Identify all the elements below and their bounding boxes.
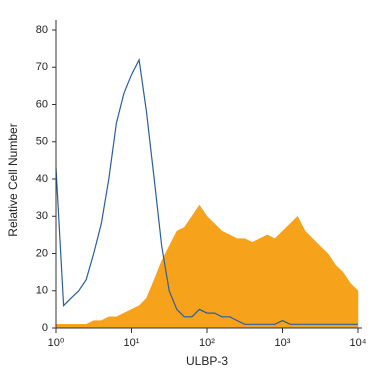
y-tick-label: 20: [36, 247, 48, 259]
x-tick-label: 10²: [199, 337, 215, 349]
y-tick-label: 80: [36, 24, 48, 36]
y-tick-label: 10: [36, 285, 48, 297]
y-tick-label: 0: [42, 322, 48, 334]
x-axis-label: ULBP-3: [186, 354, 228, 368]
x-tick-label: 10¹: [124, 337, 140, 349]
y-tick-label: 30: [36, 210, 48, 222]
y-tick-label: 40: [36, 173, 48, 185]
filled-histogram: [55, 204, 359, 329]
y-axis-label: Relative Cell Number: [6, 123, 20, 236]
x-tick-label: 10³: [275, 337, 291, 349]
y-tick-label: 70: [36, 61, 48, 73]
y-tick-label: 50: [36, 136, 48, 148]
y-tick-label: 60: [36, 98, 48, 110]
x-tick-label: 10⁴: [350, 337, 367, 349]
outline-histogram: [55, 57, 358, 325]
x-tick-label: 10⁰: [48, 337, 65, 349]
